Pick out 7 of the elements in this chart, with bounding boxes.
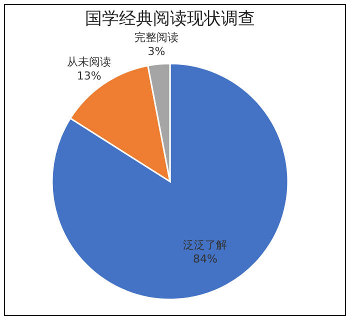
slice-label: 泛泛了解 bbox=[183, 238, 228, 252]
data-label: 3% bbox=[148, 45, 166, 58]
slice-label: 从未阅读 bbox=[67, 55, 112, 68]
data-label: 84% bbox=[193, 252, 218, 266]
chart-title: 国学经典阅读现状调查 bbox=[85, 9, 255, 30]
data-label: 13% bbox=[76, 69, 102, 82]
slice-label: 完整阅读 bbox=[134, 31, 178, 44]
